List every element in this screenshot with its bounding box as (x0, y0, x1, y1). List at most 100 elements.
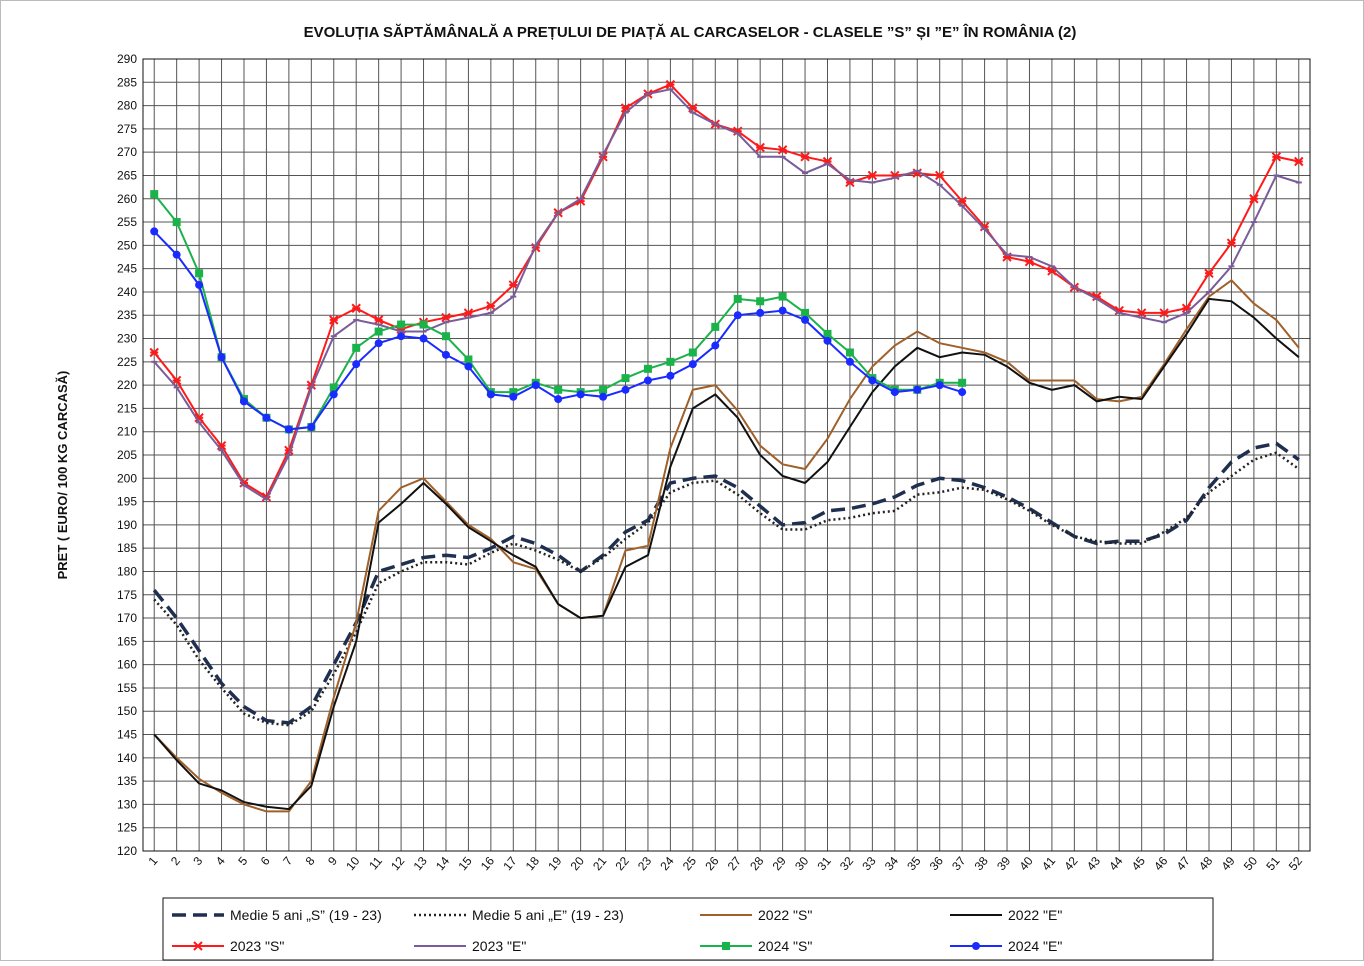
marker (800, 152, 810, 162)
marker (441, 350, 450, 359)
marker (1271, 152, 1282, 162)
y-tick-label: 265 (117, 168, 137, 182)
y-tick-label: 285 (117, 75, 137, 89)
marker (666, 371, 675, 380)
marker (195, 280, 204, 289)
y-tick-label: 225 (117, 355, 137, 369)
marker (801, 315, 810, 324)
y-tick-label: 230 (117, 332, 137, 346)
marker (464, 362, 473, 371)
marker (823, 329, 832, 338)
y-tick-label: 220 (117, 378, 137, 392)
marker (688, 360, 697, 369)
marker (599, 392, 608, 401)
marker (643, 364, 652, 373)
marker (801, 308, 810, 317)
series-line (153, 451, 1300, 727)
series-line (153, 83, 1300, 499)
marker (554, 395, 563, 404)
marker (193, 941, 203, 951)
legend-label: Medie 5 ani „S” (19 - 23) (230, 907, 382, 923)
marker (777, 145, 788, 155)
series-line (153, 297, 1300, 811)
y-tick-label: 150 (117, 704, 137, 718)
y-tick-label: 165 (117, 634, 137, 648)
marker (778, 306, 787, 315)
y-tick-label: 280 (117, 99, 137, 113)
legend-label: 2023 "S" (230, 938, 284, 954)
series-line (153, 278, 1300, 813)
y-tick-label: 180 (117, 564, 137, 578)
legend-label: 2024 "E" (1008, 938, 1062, 954)
y-tick-label: 145 (117, 728, 137, 742)
y-tick-label: 125 (117, 821, 137, 835)
marker (688, 348, 697, 357)
marker (374, 327, 383, 336)
y-tick-label: 215 (117, 401, 137, 415)
y-tick-label: 270 (117, 145, 137, 159)
legend-label: 2023 "E" (472, 938, 526, 954)
marker (1204, 268, 1214, 279)
marker (464, 355, 473, 364)
marker (665, 79, 676, 90)
marker (733, 294, 742, 303)
marker (217, 353, 226, 362)
y-tick-label: 170 (117, 611, 137, 625)
marker (868, 376, 877, 385)
y-tick-label: 250 (117, 238, 137, 252)
marker (150, 190, 159, 199)
marker (329, 383, 338, 392)
marker (666, 357, 675, 366)
y-tick-label: 205 (117, 448, 137, 462)
marker (397, 332, 406, 341)
marker (1226, 238, 1237, 248)
marker (1136, 308, 1147, 318)
y-tick-label: 175 (117, 588, 137, 602)
marker (195, 269, 204, 278)
y-tick-label: 240 (117, 285, 137, 299)
marker (958, 388, 967, 397)
legend-label: Medie 5 ani „E” (19 - 23) (472, 907, 624, 923)
marker (643, 376, 652, 385)
legend-label: 2022 "S" (758, 907, 812, 923)
marker (172, 250, 181, 259)
marker (934, 170, 945, 181)
marker (239, 397, 248, 406)
marker (867, 170, 878, 181)
y-tick-label: 255 (117, 215, 137, 229)
legend-label: 2022 "E" (1008, 907, 1062, 923)
chart-title: EVOLUȚIA SĂPTĂMÂNALĂ A PREȚULUI DE PIAȚĂ… (304, 23, 1077, 41)
marker (486, 301, 496, 311)
series-line (152, 441, 1300, 725)
y-tick-label: 290 (117, 52, 137, 66)
marker (972, 942, 980, 950)
y-tick-label: 190 (117, 518, 137, 532)
legend-box (162, 897, 1214, 961)
marker (463, 308, 474, 318)
marker (172, 218, 181, 227)
plot-border (142, 58, 1311, 852)
marker (508, 280, 519, 290)
marker (351, 303, 361, 313)
marker (621, 385, 630, 394)
marker (441, 332, 450, 341)
y-tick-label: 260 (117, 192, 137, 206)
y-tick-label: 120 (117, 844, 137, 858)
marker (576, 390, 585, 399)
marker (284, 425, 293, 434)
marker (845, 348, 854, 357)
marker (441, 312, 451, 323)
marker (599, 385, 608, 394)
y-tick-label: 140 (117, 751, 137, 765)
marker (329, 390, 338, 399)
legend-label: 2024 "S" (758, 938, 812, 954)
marker (756, 308, 765, 317)
marker (374, 339, 383, 348)
marker (1249, 194, 1259, 204)
y-tick-label: 135 (117, 774, 137, 788)
marker (352, 343, 361, 352)
marker (733, 311, 742, 320)
marker (756, 297, 765, 306)
